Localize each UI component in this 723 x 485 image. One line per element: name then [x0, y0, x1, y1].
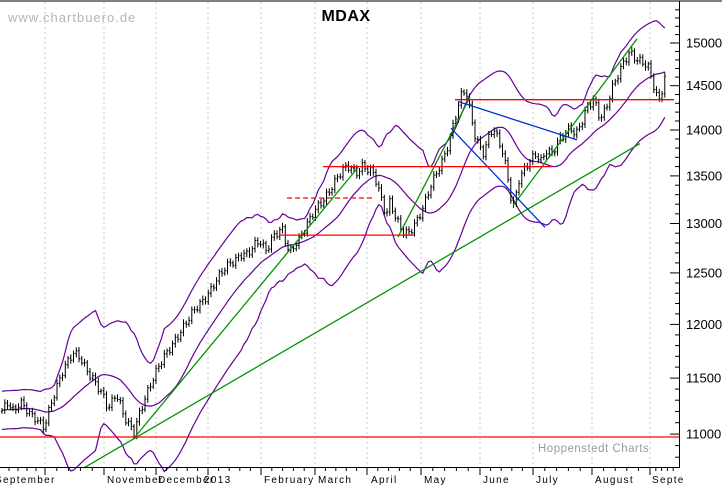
green-trendline	[512, 38, 638, 206]
month-label: July	[536, 475, 559, 485]
support-resistance-lines	[0, 99, 679, 438]
blue-trendline	[457, 100, 578, 141]
price-tick-label: 13500	[686, 168, 722, 183]
month-label: April	[371, 475, 398, 485]
price-tick-label: 11000	[686, 427, 721, 442]
chart-frame	[0, 0, 722, 468]
y-axis-ticks	[670, 9, 679, 458]
watermark-chartbuero: www.chartbuero.de	[8, 10, 137, 25]
price-tick-label: 14000	[686, 123, 722, 138]
price-tick-label: 13000	[686, 216, 722, 231]
watermark-hoppenstedt: Hoppenstedt Charts	[538, 443, 650, 455]
month-label: November	[107, 475, 164, 485]
month-label: Septe	[652, 475, 685, 485]
price-tick-label: 14500	[686, 78, 722, 93]
blue-trendline	[450, 127, 546, 228]
price-tick-label: 12000	[686, 317, 722, 332]
month-label: September	[0, 475, 56, 485]
month-label: May	[424, 475, 447, 485]
bollinger-bands	[1, 20, 666, 473]
chart-title: MDAX	[321, 8, 371, 25]
month-label: August	[595, 475, 634, 485]
month-label: December	[158, 475, 215, 485]
month-label: June	[483, 475, 510, 485]
bollinger-lower-band	[1, 117, 666, 473]
price-tick-label: 11500	[686, 371, 721, 386]
bollinger-middle-band	[1, 71, 666, 413]
month-label: February	[264, 475, 314, 485]
month-label: 2013	[204, 475, 231, 485]
x-axis-ticks	[8, 467, 674, 475]
price-tick-label: 12500	[686, 265, 722, 280]
bollinger-upper-band	[1, 20, 666, 393]
green-trendlines	[83, 38, 641, 469]
price-candles	[0, 47, 666, 440]
y-axis-labels: 15000 14500 14000 13500 13000 12500 12000 11500…	[686, 36, 722, 442]
blue-trendlines	[450, 100, 578, 228]
green-trendline	[134, 167, 359, 438]
green-trendline	[83, 143, 641, 469]
price-tick-label: 15000	[686, 36, 722, 51]
month-label: March	[318, 475, 352, 485]
